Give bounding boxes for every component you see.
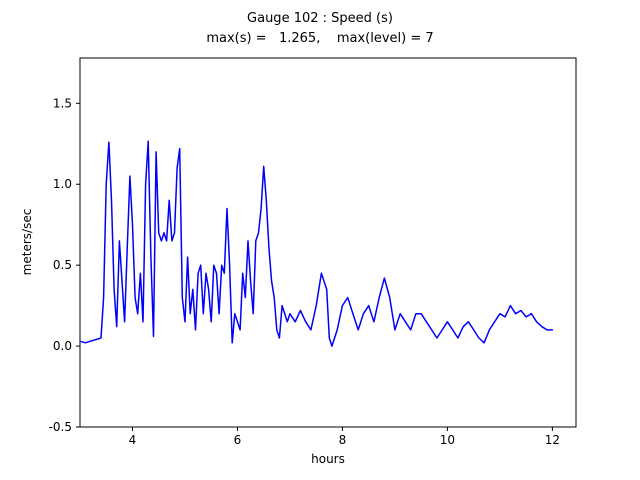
axes-spines xyxy=(79,57,577,428)
y-tick-label: 0.0 xyxy=(53,339,72,353)
y-tick-label: -0.5 xyxy=(49,420,72,434)
y-tick-label: 1.0 xyxy=(53,177,72,191)
chart-title: Gauge 102 : Speed (s) xyxy=(247,11,393,26)
y-axis-label: meters/sec xyxy=(20,208,34,276)
speed-line-series xyxy=(79,140,554,347)
ticks-layer: 4 6 8 10 12 -0.5 0.0 0.5 1.0 1.5 xyxy=(49,96,560,447)
x-tick-label: 4 xyxy=(129,433,137,447)
x-tick-label: 8 xyxy=(339,433,347,447)
y-tick-label: 0.5 xyxy=(53,258,72,272)
x-axis-label: hours xyxy=(311,452,345,466)
x-tick-label: 10 xyxy=(440,433,455,447)
chart-subtitle: max(s) = 1.265, max(level) = 7 xyxy=(206,31,434,46)
x-tick-label: 6 xyxy=(234,433,242,447)
y-tick-label: 1.5 xyxy=(53,96,72,110)
x-tick-label: 12 xyxy=(545,433,560,447)
